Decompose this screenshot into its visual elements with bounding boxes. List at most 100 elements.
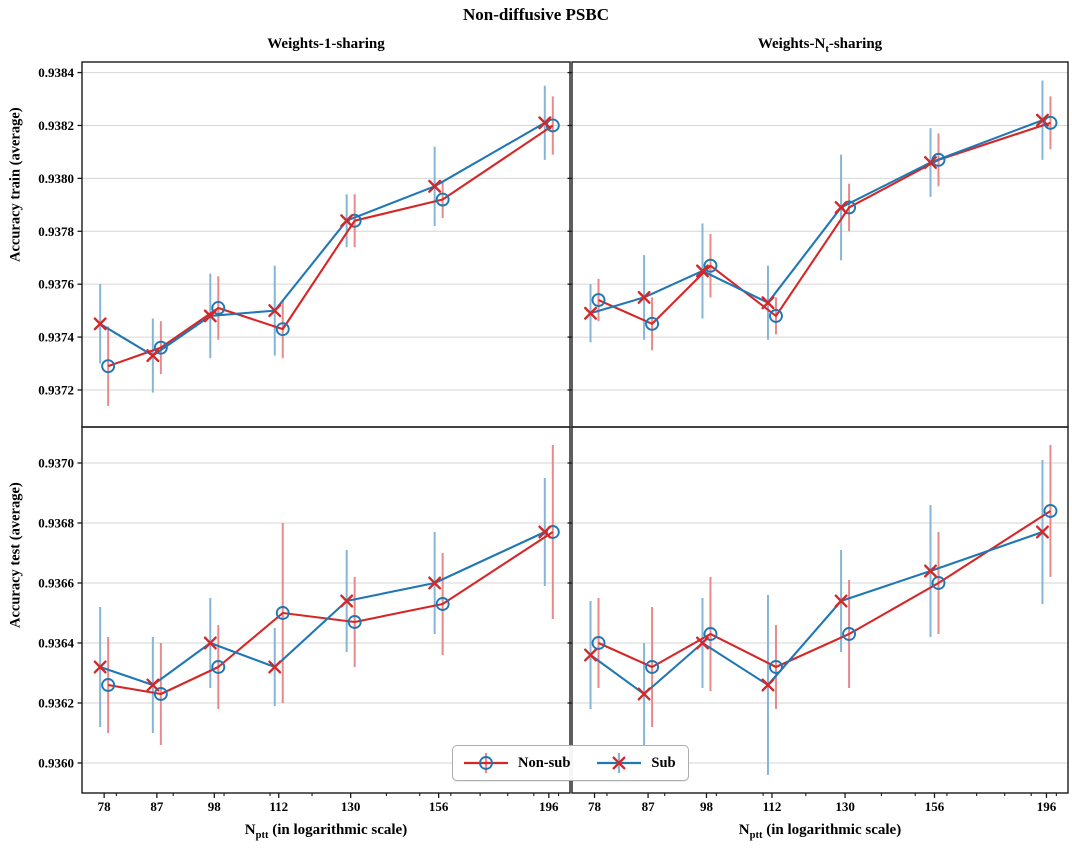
data-point-marker bbox=[435, 597, 450, 611]
data-point-marker bbox=[101, 359, 116, 374]
y-tick-label: 0.9366 bbox=[38, 576, 74, 591]
x-axis-label-left: Nptt (in logarithmic scale) bbox=[245, 822, 407, 841]
panel-border bbox=[81, 426, 571, 794]
data-point-marker bbox=[203, 636, 217, 650]
data-point-marker bbox=[637, 687, 651, 701]
data-point-marker bbox=[211, 301, 226, 315]
data-point-marker bbox=[703, 627, 718, 641]
panel-test-weights-1: 0.9360 0.9362 0.9364 0.9366 0.9368 0.9370 78 87… bbox=[38, 426, 571, 814]
series-line-non_sub bbox=[598, 510, 1052, 669]
x-tick-label: 112 bbox=[763, 799, 782, 814]
data-point-marker bbox=[275, 322, 290, 337]
data-point-marker bbox=[584, 306, 598, 320]
data-point-marker bbox=[584, 648, 598, 662]
data-point-marker bbox=[769, 660, 783, 674]
data-point-marker bbox=[637, 290, 651, 304]
data-point-marker bbox=[428, 576, 442, 590]
data-point-marker bbox=[435, 192, 450, 207]
panel-border bbox=[571, 426, 1069, 794]
panel-border bbox=[81, 61, 571, 428]
y-tick-label: 0.9382 bbox=[38, 118, 74, 133]
data-point-marker bbox=[146, 349, 160, 363]
panel-title-weights-nt-pre: Weights-N bbox=[757, 36, 826, 52]
data-point-marker bbox=[834, 200, 848, 214]
data-point-marker bbox=[211, 660, 226, 674]
panel-test-weights-Nt: 78 87 98 112 130 156 196 bbox=[567, 426, 1069, 814]
panel-train-weights-1: 0.9372 0.9374 0.9376 0.9378 0.9380 0.9382 0.93… bbox=[38, 61, 571, 428]
legend-item-non-sub: Non-sub bbox=[463, 751, 570, 775]
data-point-marker bbox=[695, 264, 709, 278]
legend-item-sub: Sub bbox=[596, 751, 676, 775]
data-point-marker bbox=[93, 660, 107, 674]
sub-legend-marker-icon bbox=[597, 753, 642, 773]
legend-label-sub: Sub bbox=[651, 754, 676, 771]
x-axis-label-right-post: (in logarithmic scale) bbox=[762, 822, 902, 838]
series-line-non_sub bbox=[598, 121, 1051, 325]
panel-title-weights-nt-post: -sharing bbox=[828, 36, 883, 52]
data-point-marker bbox=[538, 116, 552, 130]
data-point-marker bbox=[340, 594, 354, 608]
data-point-marker bbox=[612, 756, 626, 770]
y-tick-label: 0.9372 bbox=[38, 383, 74, 398]
x-tick-label: 112 bbox=[269, 799, 288, 814]
data-point-marker bbox=[428, 179, 442, 193]
data-point-marker bbox=[275, 606, 290, 620]
data-point-marker bbox=[340, 214, 354, 228]
x-tick-label: 130 bbox=[341, 799, 361, 814]
data-point-marker bbox=[769, 308, 783, 323]
data-point-marker bbox=[153, 687, 168, 701]
y-tick-label: 0.9378 bbox=[38, 224, 74, 239]
data-point-marker bbox=[842, 627, 857, 641]
x-tick-label: 78 bbox=[98, 799, 112, 814]
x-axis-label-right: Nptt (in logarithmic scale) bbox=[739, 822, 901, 841]
data-point-marker bbox=[591, 293, 606, 307]
y-tick-label: 0.9376 bbox=[38, 277, 74, 292]
x-axis-label-left-post: (in logarithmic scale) bbox=[268, 822, 408, 838]
y-tick-label: 0.9370 bbox=[38, 456, 74, 471]
x-tick-label: 98 bbox=[208, 799, 222, 814]
x-tick-label: 87 bbox=[150, 799, 164, 814]
data-point-marker bbox=[347, 213, 362, 228]
data-point-marker bbox=[203, 309, 217, 323]
legend-label-non-sub: Non-sub bbox=[518, 754, 571, 771]
x-tick-label: 78 bbox=[588, 799, 602, 814]
data-point-marker bbox=[101, 678, 116, 692]
y-tick-label: 0.9380 bbox=[38, 171, 74, 186]
x-tick-label: 130 bbox=[835, 799, 855, 814]
legend: Non-sub Sub bbox=[452, 745, 689, 781]
panel-title-weights-1-text: Weights-1-sharing bbox=[267, 36, 385, 52]
panel-train-weights-Nt bbox=[567, 61, 1069, 428]
data-point-marker bbox=[347, 615, 362, 629]
data-point-marker bbox=[93, 317, 107, 331]
y-tick-label: 0.9364 bbox=[38, 636, 74, 651]
data-point-marker bbox=[146, 678, 160, 692]
data-point-marker bbox=[645, 660, 660, 674]
y-tick-label: 0.9362 bbox=[38, 696, 74, 711]
panel-title-weights-nt: Weights-Nt-sharing bbox=[758, 36, 882, 55]
x-axis-label-right-pre: N bbox=[738, 822, 750, 838]
x-axis-label-right-sub: ptt bbox=[749, 830, 763, 841]
data-point-marker bbox=[931, 576, 946, 590]
series-line-non_sub bbox=[107, 531, 554, 696]
y-tick-label: 0.9368 bbox=[38, 516, 74, 531]
y-tick-label: 0.9384 bbox=[38, 65, 74, 80]
data-point-marker bbox=[545, 525, 560, 539]
data-point-marker bbox=[703, 258, 718, 273]
x-tick-label: 87 bbox=[642, 799, 656, 814]
series-line-sub bbox=[99, 531, 546, 687]
non-sub-legend-marker-icon bbox=[464, 753, 508, 773]
x-axis-label-left-pre: N bbox=[244, 822, 256, 838]
data-point-marker bbox=[153, 340, 168, 355]
data-point-marker bbox=[268, 304, 282, 318]
x-tick-label: 98 bbox=[700, 799, 714, 814]
data-point-marker bbox=[645, 316, 660, 331]
data-point-marker bbox=[924, 564, 937, 578]
data-point-marker bbox=[479, 756, 493, 770]
data-point-marker bbox=[924, 156, 937, 170]
figure-title: Non-diffusive PSBC bbox=[463, 5, 609, 24]
data-point-marker bbox=[1035, 113, 1049, 127]
x-tick-label: 156 bbox=[925, 799, 945, 814]
panel-border bbox=[571, 61, 1069, 428]
